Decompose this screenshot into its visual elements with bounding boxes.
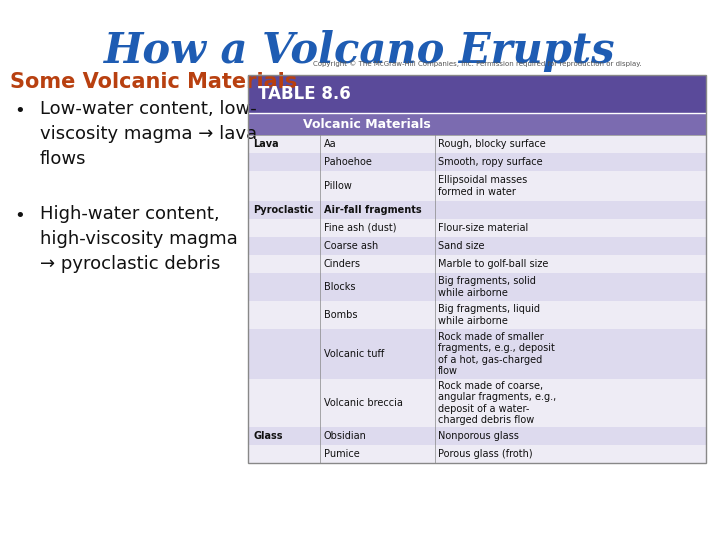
- Text: Copyright © The McGraw-Hill Companies, Inc. Permission required for reproduction: Copyright © The McGraw-Hill Companies, I…: [312, 60, 642, 67]
- Text: Glass: Glass: [253, 431, 282, 441]
- Text: Cinders: Cinders: [324, 259, 361, 269]
- Text: Big fragments, liquid
while airborne: Big fragments, liquid while airborne: [438, 304, 540, 326]
- Text: Some Volcanic Materials: Some Volcanic Materials: [10, 72, 297, 92]
- Text: Volcanic breccia: Volcanic breccia: [324, 398, 403, 408]
- Text: •: •: [14, 102, 24, 120]
- Text: Smooth, ropy surface: Smooth, ropy surface: [438, 157, 543, 167]
- Text: Pumice: Pumice: [324, 449, 360, 459]
- Text: Rock made of smaller
fragments, e.g., deposit
of a hot, gas-charged
flow: Rock made of smaller fragments, e.g., de…: [438, 332, 555, 376]
- Text: Volcanic tuff: Volcanic tuff: [324, 349, 384, 359]
- Bar: [248, 445, 706, 463]
- Text: Fine ash (dust): Fine ash (dust): [324, 223, 397, 233]
- Text: How a Volcano Erupts: How a Volcano Erupts: [104, 30, 616, 72]
- Text: Blocks: Blocks: [324, 282, 356, 292]
- Text: Porous glass (froth): Porous glass (froth): [438, 449, 533, 459]
- Bar: [248, 171, 706, 201]
- Bar: [248, 255, 706, 273]
- Bar: [248, 75, 706, 113]
- Text: Obsidian: Obsidian: [324, 431, 367, 441]
- Text: TABLE 8.6: TABLE 8.6: [258, 85, 351, 103]
- Text: Low-water content, low-
viscosity magma → lava
flows: Low-water content, low- viscosity magma …: [40, 100, 257, 168]
- Text: Volcanic Materials: Volcanic Materials: [303, 118, 431, 131]
- Text: Pahoehoe: Pahoehoe: [324, 157, 372, 167]
- Text: Nonporous glass: Nonporous glass: [438, 431, 519, 441]
- Bar: [248, 135, 706, 153]
- Text: •: •: [14, 207, 24, 225]
- Bar: [248, 273, 706, 301]
- Text: Air-fall fragments: Air-fall fragments: [324, 205, 422, 215]
- Text: High-water content,
high-viscosity magma
→ pyroclastic debris: High-water content, high-viscosity magma…: [40, 205, 238, 273]
- Text: Aa: Aa: [324, 139, 337, 149]
- Text: Sand size: Sand size: [438, 241, 485, 251]
- Text: Lava: Lava: [253, 139, 279, 149]
- Text: Ellipsoidal masses
formed in water: Ellipsoidal masses formed in water: [438, 175, 527, 197]
- Text: Bombs: Bombs: [324, 310, 358, 320]
- Bar: [248, 329, 706, 379]
- Text: Pillow: Pillow: [324, 181, 352, 191]
- Text: Rock made of coarse,
angular fragments, e.g.,
deposit of a water-
charged debris: Rock made of coarse, angular fragments, …: [438, 381, 557, 426]
- Text: Big fragments, solid
while airborne: Big fragments, solid while airborne: [438, 276, 536, 298]
- Text: Pyroclastic: Pyroclastic: [253, 205, 313, 215]
- Text: Rough, blocky surface: Rough, blocky surface: [438, 139, 546, 149]
- Text: Marble to golf-ball size: Marble to golf-ball size: [438, 259, 549, 269]
- Bar: [248, 219, 706, 237]
- Bar: [248, 153, 706, 171]
- Bar: [248, 237, 706, 255]
- Text: Coarse ash: Coarse ash: [324, 241, 378, 251]
- Bar: [248, 301, 706, 329]
- Text: Flour-size material: Flour-size material: [438, 223, 528, 233]
- Bar: [248, 113, 706, 135]
- Bar: [248, 201, 706, 219]
- Bar: [248, 427, 706, 445]
- Bar: [248, 75, 706, 463]
- Bar: [248, 379, 706, 427]
